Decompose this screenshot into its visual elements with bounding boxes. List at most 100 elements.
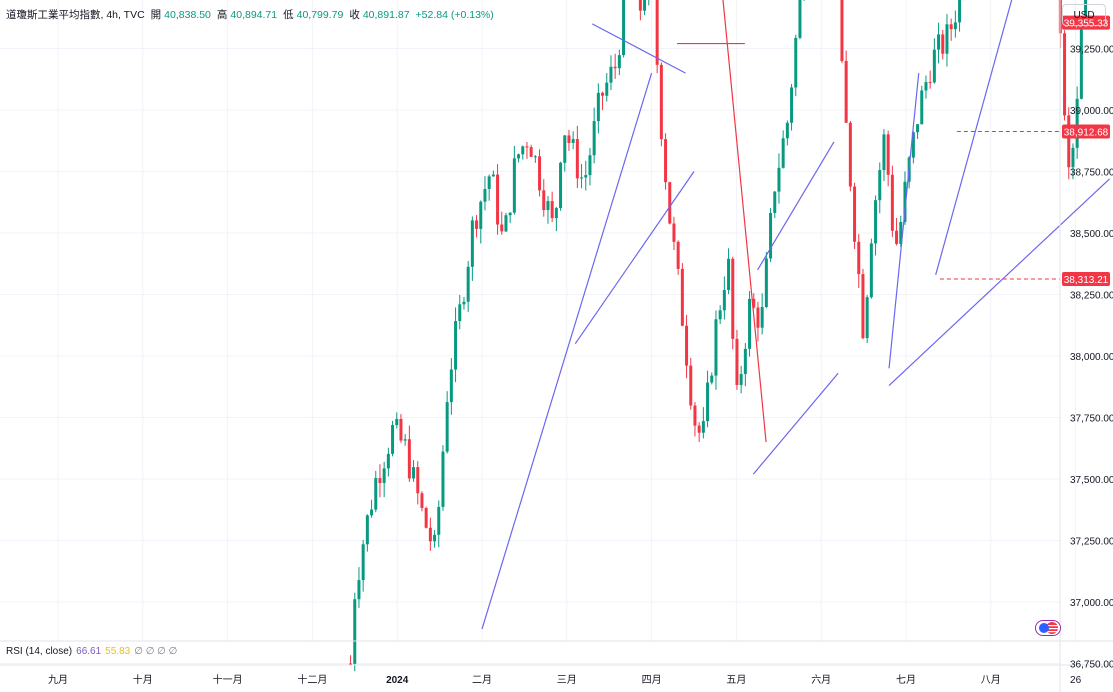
candle-body (622, 0, 626, 56)
x-tick-label: 九月 (48, 674, 68, 686)
trend-line-9[interactable] (888, 73, 920, 369)
candle-body (403, 439, 407, 441)
candle-body (504, 215, 508, 232)
y-tick-label: 38,250.00 (1070, 291, 1113, 302)
candle-body (1063, 33, 1067, 116)
rsi-legend[interactable]: RSI (14, close) 66.61 55.83 ∅ ∅ ∅ ∅ (6, 646, 177, 657)
candle-body (869, 243, 873, 298)
candle-body (470, 220, 474, 267)
candle-body (1067, 115, 1071, 168)
rsi-ma-value: 55.83 (105, 646, 131, 657)
candle-body (466, 266, 470, 302)
x-tick-label: 三月 (557, 674, 577, 686)
currency-button[interactable]: USD (1062, 4, 1106, 26)
y-tick-label: 38,500.00 (1070, 229, 1113, 240)
candle-body (601, 92, 605, 96)
y-tick-label: 39,250.00 (1070, 45, 1113, 56)
trend-line-2[interactable] (591, 23, 686, 74)
candle-body (538, 156, 542, 191)
candle-body (697, 425, 701, 433)
candle-body (638, 0, 642, 11)
candle-body (718, 310, 722, 320)
candle-body (764, 258, 768, 307)
candle-body (685, 325, 689, 366)
candle-body (370, 509, 374, 516)
candle-body (890, 174, 894, 231)
trend-line-1[interactable] (574, 171, 695, 345)
high-label: 高 (216, 9, 228, 21)
candle-body (953, 22, 957, 30)
candle-body (928, 82, 932, 84)
candle-body (596, 92, 600, 122)
candle-body (563, 135, 567, 163)
trend-line-4[interactable] (711, 0, 767, 443)
candle-body (916, 124, 920, 133)
candle-body (1075, 98, 1079, 148)
trend-line-8[interactable] (888, 178, 1110, 386)
candle-body (945, 24, 949, 54)
trend-line-10[interactable] (935, 0, 1063, 275)
y-tick-label: 37,500.00 (1070, 475, 1113, 486)
candle-body (416, 467, 420, 494)
candle-body (844, 61, 848, 123)
candle-body (861, 274, 865, 339)
candle-body (491, 174, 495, 177)
candle-body (365, 515, 369, 545)
candle-body (874, 200, 878, 244)
candle-body (605, 82, 609, 96)
candle-body (382, 468, 386, 484)
candle-body (349, 663, 353, 665)
candle-body (609, 66, 613, 83)
rsi-label[interactable]: RSI (14, close) (6, 646, 73, 657)
candle-body (449, 369, 453, 403)
candle-body (882, 134, 886, 171)
candle-body (689, 365, 693, 406)
candle-body (512, 158, 516, 213)
candle-body (374, 478, 378, 510)
x-tick-label: 七月 (896, 674, 916, 686)
trend-line-0[interactable] (481, 72, 653, 630)
candle-body (571, 139, 575, 143)
x-tick-label: 十二月 (297, 673, 327, 686)
y-tick-label: 37,750.00 (1070, 414, 1113, 425)
y-tick-label: 37,250.00 (1070, 537, 1113, 548)
candle-body (710, 375, 714, 383)
candle-body (840, 0, 844, 62)
candle-body (924, 82, 928, 91)
symbol-header: 道瓊斯工業平均指數, 4h, TVC 開 40,838.50 高 40,894.… (6, 7, 494, 22)
candle-body (357, 580, 361, 600)
candle-body (617, 55, 621, 69)
candle-body (727, 258, 731, 290)
trend-line-6[interactable] (752, 372, 839, 475)
candle-body (420, 493, 424, 508)
time-axis: 九月 十月 十一月 十二月 2024 二月 三月 四月 五月 六月 七月 八月 26 (48, 673, 1082, 686)
candle-body (756, 307, 760, 328)
x-tick-label: 二月 (472, 674, 492, 686)
symbol-title[interactable]: 道瓊斯工業平均指數, 4h, TVC (6, 9, 145, 21)
candle-body (895, 230, 899, 244)
candle-body (794, 37, 798, 88)
high-value: 40,894.71 (230, 8, 278, 21)
candle-body (920, 90, 924, 125)
candle-body (706, 382, 710, 422)
candle-body (949, 24, 953, 30)
y-tick-label: 39,000.00 (1070, 106, 1113, 117)
candle-body (676, 241, 680, 269)
candle-body (748, 298, 752, 349)
price-label-5: 38,313.21 (1064, 275, 1109, 286)
candle-body (554, 208, 558, 219)
flag-icon[interactable] (1035, 620, 1061, 636)
price-labels: 41,385.1840,756.3739,796.2039,355.3338,9… (1062, 15, 1110, 286)
candle-body (668, 182, 672, 224)
candle-body (458, 304, 462, 322)
candle-body (575, 139, 579, 179)
candle-body (391, 425, 395, 454)
trend-line-7[interactable] (757, 141, 835, 271)
candle-body (865, 297, 869, 339)
candle-body (1071, 147, 1075, 168)
candlestick-series (349, 0, 1088, 672)
candle-body (428, 527, 432, 542)
candle-body (1079, 27, 1083, 99)
candle-body (567, 135, 571, 143)
